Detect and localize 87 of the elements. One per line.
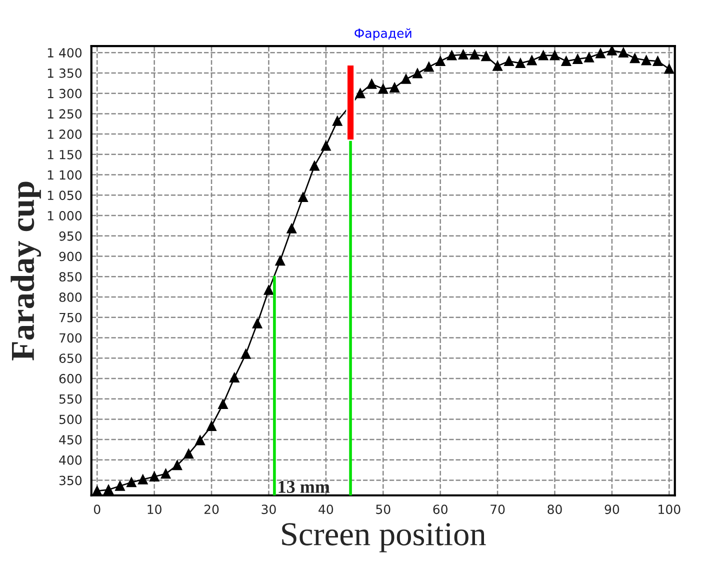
point bbox=[446, 50, 457, 60]
x-tick-label: 10 bbox=[148, 504, 162, 514]
x-tick-label: 40 bbox=[318, 504, 334, 514]
point bbox=[252, 318, 262, 328]
point bbox=[390, 82, 400, 92]
y-tick-label: 750 bbox=[60, 312, 82, 322]
point bbox=[435, 56, 446, 66]
y-tick-label: 500 bbox=[59, 414, 82, 424]
point bbox=[630, 53, 640, 64]
point bbox=[596, 48, 606, 58]
point bbox=[92, 486, 102, 496]
y-tick-label: 450 bbox=[59, 435, 82, 444]
point bbox=[195, 436, 205, 446]
x-axis-title: Screen position bbox=[282, 523, 486, 552]
x-tick-label: 70 bbox=[490, 504, 505, 514]
x-tick-label: 80 bbox=[548, 504, 562, 514]
point bbox=[286, 224, 296, 234]
point bbox=[310, 160, 320, 171]
point bbox=[138, 474, 148, 484]
x-tick-label: 100 bbox=[658, 504, 680, 514]
y-tick-label: 850 bbox=[59, 272, 82, 282]
y-tick-label: 1 100 bbox=[48, 170, 82, 180]
point bbox=[126, 477, 136, 488]
y-axis-title: Faraday cup bbox=[10, 182, 42, 360]
point bbox=[652, 56, 663, 66]
point bbox=[184, 448, 194, 459]
point bbox=[206, 421, 216, 431]
point bbox=[355, 88, 366, 98]
point bbox=[264, 285, 274, 295]
y-tick-label: 950 bbox=[59, 231, 82, 241]
y-tick-label: 350 bbox=[59, 476, 82, 486]
point bbox=[172, 460, 182, 470]
point bbox=[378, 84, 388, 94]
point bbox=[607, 46, 617, 56]
point bbox=[538, 50, 548, 60]
point bbox=[298, 192, 308, 202]
point bbox=[504, 56, 514, 66]
y-tick-label: 1 400 bbox=[48, 48, 82, 58]
y-tick-label: 550 bbox=[59, 394, 82, 404]
point bbox=[424, 62, 434, 72]
y-tick-label: 900 bbox=[59, 252, 82, 262]
point bbox=[492, 61, 502, 71]
point bbox=[240, 349, 251, 359]
point bbox=[641, 55, 652, 66]
point bbox=[218, 399, 228, 409]
point bbox=[618, 48, 628, 58]
y-tick-label: 1 350 bbox=[48, 68, 82, 78]
point bbox=[115, 481, 125, 491]
y-tick-label: 1 300 bbox=[48, 88, 82, 98]
x-tick-label: 30 bbox=[262, 504, 276, 514]
y-tick-label: 600 bbox=[59, 374, 82, 384]
point bbox=[458, 50, 468, 60]
x-tick-label: 0 bbox=[94, 504, 100, 514]
point bbox=[481, 51, 491, 62]
point bbox=[401, 74, 411, 84]
point bbox=[516, 58, 526, 68]
point bbox=[149, 472, 160, 482]
y-tick-label: 1 050 bbox=[48, 190, 82, 200]
point bbox=[160, 468, 171, 479]
point bbox=[104, 484, 114, 495]
y-tick-label: 1 000 bbox=[48, 211, 82, 220]
point bbox=[527, 55, 537, 66]
y-tick-label: 1 250 bbox=[48, 109, 82, 119]
y-tick-label: 800 bbox=[59, 292, 82, 302]
point bbox=[550, 50, 560, 60]
point bbox=[321, 141, 331, 151]
point bbox=[366, 79, 377, 89]
y-tick-label: 700 bbox=[60, 333, 82, 343]
x-tick-label: 20 bbox=[204, 504, 219, 514]
x-tick-label: 60 bbox=[433, 504, 448, 514]
x-tick-label: 50 bbox=[376, 504, 390, 514]
point bbox=[584, 52, 594, 62]
chart-subtitle: Фарадей bbox=[354, 28, 412, 40]
point bbox=[470, 50, 480, 60]
point bbox=[275, 256, 286, 266]
point bbox=[561, 56, 572, 66]
y-tick-label: 1 200 bbox=[48, 130, 82, 139]
point bbox=[412, 68, 422, 78]
x-tick-label: 90 bbox=[604, 504, 620, 514]
point bbox=[332, 116, 342, 126]
y-tick-label: 400 bbox=[59, 455, 82, 465]
point bbox=[230, 372, 240, 383]
annotation: 13 mm bbox=[278, 480, 330, 493]
y-tick-label: 1 150 bbox=[48, 150, 82, 160]
y-tick-label: 650 bbox=[59, 354, 82, 364]
point bbox=[572, 54, 582, 64]
point bbox=[664, 64, 674, 74]
